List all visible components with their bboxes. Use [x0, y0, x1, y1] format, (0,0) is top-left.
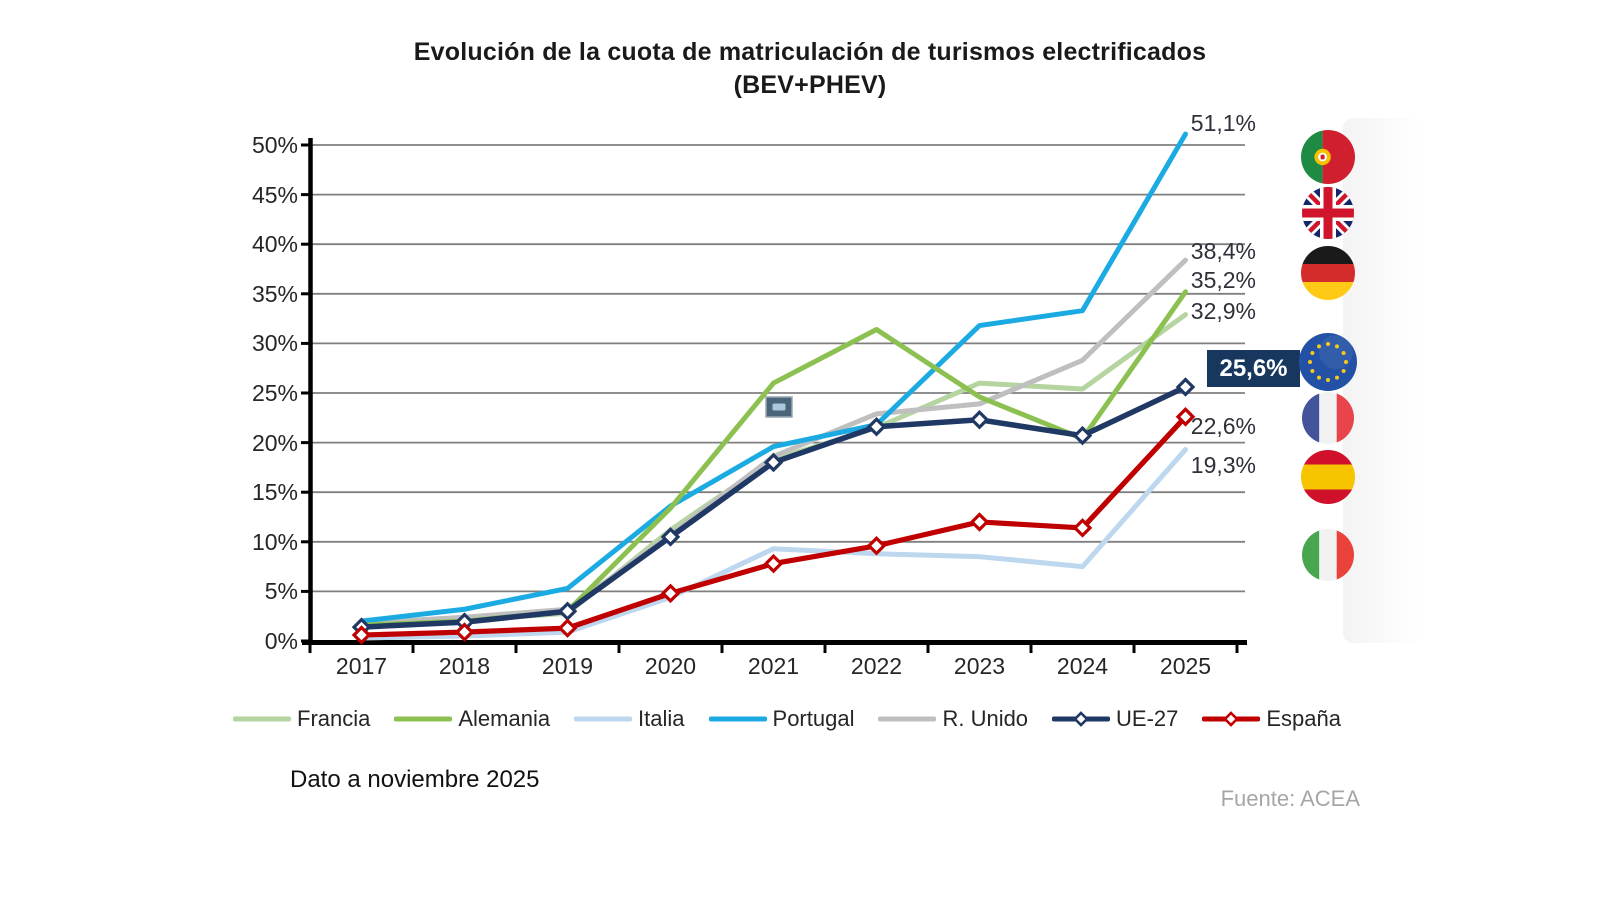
spain-flag-icon [1301, 450, 1355, 504]
marker-espa-a [660, 583, 681, 604]
source-credit: Fuente: ACEA [1220, 786, 1360, 811]
y-tick-label: 5% [264, 578, 298, 605]
legend-label: UE-27 [1116, 706, 1179, 731]
x-tick-label: 2023 [953, 653, 1006, 679]
italy-flag-icon [1302, 529, 1354, 581]
marker-ue-27 [660, 527, 681, 547]
marker-ue-27 [763, 452, 784, 473]
legend-label: R. Unido [942, 706, 1029, 731]
x-tick-label: 2024 [1056, 653, 1109, 679]
series-line-italia [359, 447, 1188, 641]
uk-flag-icon [1302, 187, 1354, 239]
x-tick-label: 2021 [747, 653, 800, 679]
legend-swatch-icon [574, 716, 633, 722]
y-tick-label: 0% [264, 628, 298, 654]
y-tick-label: 35% [251, 280, 298, 307]
legend-swatch-icon [878, 716, 937, 722]
legend-label: Francia [297, 706, 371, 731]
legend-label: Italia [638, 706, 685, 731]
x-tick-label: 2017 [335, 653, 388, 679]
legend-swatch-icon [1052, 711, 1111, 727]
legend-label: España [1266, 706, 1341, 731]
y-tick-label: 15% [251, 479, 298, 506]
marker-ue-27 [1072, 425, 1093, 446]
y-tick-label: 25% [251, 380, 298, 406]
legend-label: Alemania [458, 706, 551, 731]
y-tick-label: 20% [251, 429, 298, 456]
end-value-label: 32,9% [1190, 298, 1256, 324]
eu-flag-icon [1299, 333, 1357, 391]
x-tick-label: 2020 [644, 653, 697, 679]
marker-ue-27 [1175, 377, 1196, 397]
y-tick-label: 10% [251, 528, 298, 555]
portugal-flag-icon [1301, 130, 1355, 184]
end-value-label: 22,6% [1190, 413, 1256, 439]
end-value-badge-ue27: 25,6% [1207, 350, 1300, 387]
series-line-portugal [359, 131, 1188, 624]
marker-espa-a [351, 625, 372, 645]
legend-item-alemania: Alemania [394, 706, 550, 732]
x-tick-label: 2025 [1159, 653, 1212, 679]
germany-flag-icon [1301, 246, 1355, 300]
x-tick-label: 2019 [541, 653, 594, 679]
marker-espa-a [454, 622, 475, 642]
x-tick-label: 2022 [850, 653, 903, 679]
legend-swatch-icon [708, 716, 767, 722]
legend-item-italia: Italia [574, 706, 685, 732]
eu-stars [1308, 342, 1348, 382]
marker-espa-a [1175, 407, 1196, 427]
data-date-note: Dato a noviembre 2025 [290, 766, 540, 793]
legend-swatch-icon [1202, 711, 1261, 727]
flag-column-shadow [1343, 118, 1421, 643]
marker-espa-a [1072, 518, 1093, 538]
marker-ue-27 [866, 416, 887, 437]
legend-swatch-icon [394, 716, 453, 722]
annotation-artifact-dash [772, 403, 786, 411]
legend-label: Portugal [772, 706, 855, 731]
chart-title-line2: (BEV+PHEV) [733, 71, 887, 99]
y-tick-label: 50% [251, 132, 298, 158]
marker-ue-27 [969, 410, 990, 430]
marker-espa-a [557, 618, 578, 638]
end-value-label: 38,4% [1190, 238, 1256, 264]
legend-item-ue-27: UE-27 [1052, 706, 1178, 732]
legend-swatch-icon [233, 716, 291, 722]
marker-espa-a [763, 553, 784, 574]
end-value-label: 35,2% [1190, 267, 1256, 293]
y-tick-label: 45% [251, 181, 298, 208]
y-tick-label: 40% [251, 231, 298, 258]
chart-title: Evolución de la cuota de matriculación d… [0, 36, 1600, 102]
legend-item-portugal: Portugal [708, 706, 855, 732]
marker-espa-a [866, 536, 887, 556]
x-tick-label: 2018 [438, 653, 491, 679]
legend-item-r-unido: R. Unido [878, 706, 1028, 732]
end-value-label: 51,1% [1190, 110, 1256, 136]
series-line-espa-a [358, 414, 1189, 638]
legend-item-espa-a: España [1202, 706, 1341, 732]
legend-item-francia: Francia [233, 706, 370, 732]
legend: Francia Alemania Italia Portugal R. Unido UE-… [233, 704, 1341, 734]
end-value-label: 19,3% [1190, 452, 1256, 478]
marker-espa-a [969, 512, 990, 532]
chart-title-line1: Evolución de la cuota de matriculación d… [413, 38, 1207, 66]
france-flag-icon [1302, 392, 1354, 444]
y-tick-label: 30% [251, 330, 298, 357]
